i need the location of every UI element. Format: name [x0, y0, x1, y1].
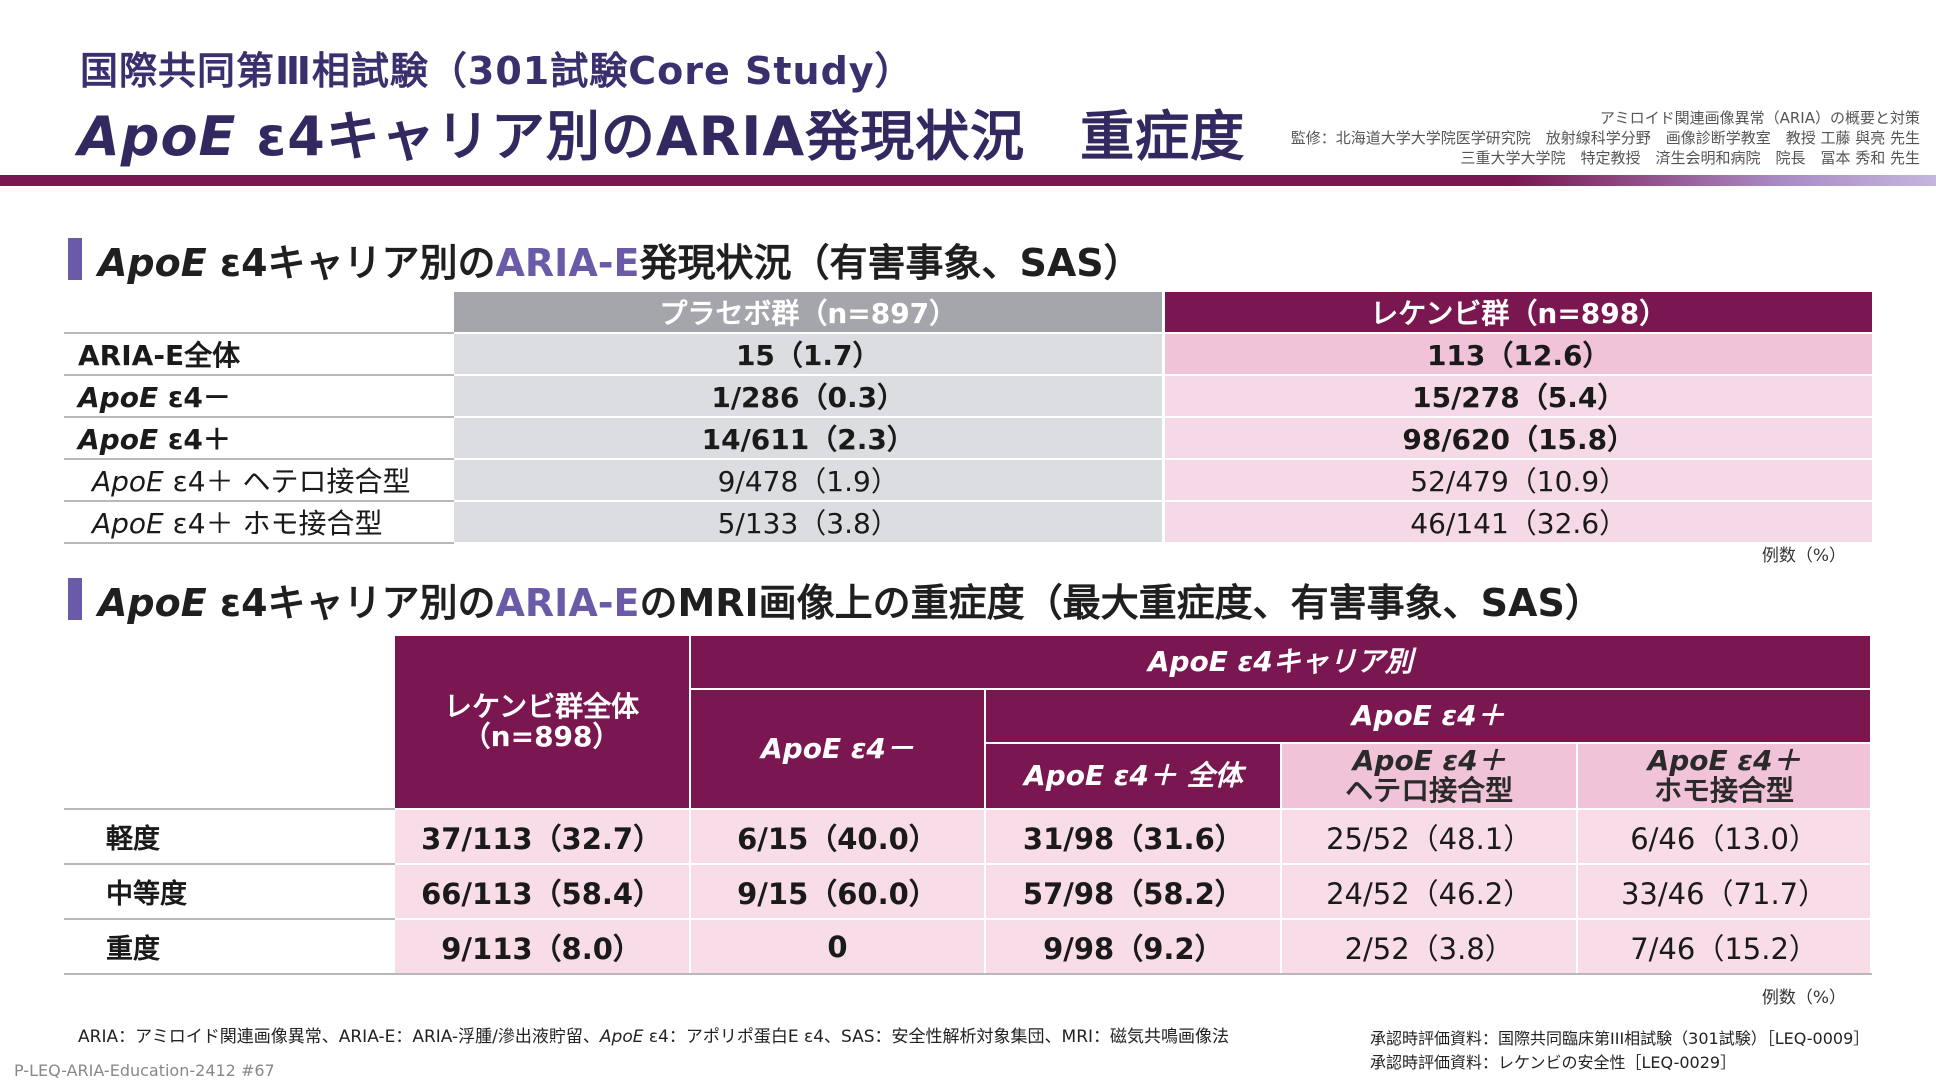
- table-row: 中等度 66/113（58.4） 9/15（60.0） 57/98（58.2） …: [64, 864, 1872, 920]
- pos-all-cell: 9/98（9.2）: [984, 919, 1283, 975]
- row-label: 重度: [64, 919, 395, 975]
- credit-block: アミロイド関連画像異常（ARIA）の概要と対策 監修：北海道大学大学院医学研究院…: [1291, 108, 1920, 168]
- section1-title-end: 発現状況（有害事象、SAS）: [639, 241, 1142, 285]
- table1-note: 例数（%）: [1761, 546, 1846, 566]
- section1-title-italic: ApoE: [98, 241, 207, 285]
- section1-title: ApoE ε4キャリア別のARIA-E発現状況（有害事象、SAS）: [68, 232, 1142, 287]
- leqembi-cell: 46/141（32.6）: [1163, 501, 1872, 544]
- placebo-cell: 15（1.7）: [454, 333, 1166, 376]
- header-e4-negative: ApoE ε4－: [688, 688, 987, 810]
- header-placebo: プラセボ群（n=897）: [454, 292, 1166, 334]
- section2-title-end: のMRI画像上の重症度（最大重症度、有害事象、SAS）: [639, 581, 1603, 625]
- aria-e-incidence-table: プラセボ群（n=897） レケンビ群（n=898） ARIA-E全体 15（1.…: [64, 292, 1872, 544]
- section-marker: [68, 578, 82, 620]
- total-cell: 37/113（32.7）: [392, 809, 691, 865]
- placebo-cell: 1/286（0.3）: [454, 375, 1166, 418]
- credit-line: 監修：北海道大学大学院医学研究院 放射線科学分野 画像診断学教室 教授 工藤 與…: [1290, 129, 1920, 147]
- row-label: 軽度: [64, 809, 395, 865]
- header-leqembi: レケンビ群（n=898）: [1163, 292, 1872, 334]
- homo-cell: 7/46（15.2）: [1576, 919, 1872, 975]
- total-cell: 66/113（58.4）: [392, 864, 691, 920]
- section1-title-mid: ε4キャリア別の: [206, 241, 496, 285]
- abbreviations-note: ARIA：アミロイド関連画像異常、ARIA-E：ARIA-浮腫/滲出液貯留、Ap…: [78, 1027, 1230, 1047]
- row-label: 中等度: [64, 864, 395, 920]
- header-e4-positive-all: ApoE ε4＋ 全体: [984, 742, 1283, 810]
- hetero-cell: 24/52（46.2）: [1280, 864, 1579, 920]
- leqembi-cell: 113（12.6）: [1163, 333, 1872, 376]
- table-header-row: ApoE ε4－ ApoE ε4＋: [64, 688, 1872, 810]
- references: 承認時評価資料：国際共同臨床第III相試験（301試験）［LEQ-0009］ 承…: [1370, 1027, 1869, 1075]
- table-row: ApoE ε4＋ 14/611（2.3） 98/620（15.8）: [64, 417, 1872, 460]
- header-e4-hetero: ApoE ε4＋ ヘテロ接合型: [1280, 742, 1579, 810]
- header-leqembi-total: レケンビ群全体 （n=898）: [392, 634, 691, 810]
- document-code: P-LEQ-ARIA-Education-2412 #67: [14, 1061, 275, 1080]
- table-row: ApoE ε4－ 1/286（0.3） 15/278（5.4）: [64, 375, 1872, 418]
- pos-all-cell: 57/98（58.2）: [984, 864, 1283, 920]
- pos-all-cell: 31/98（31.6）: [984, 809, 1283, 865]
- section2-title-mid: ε4キャリア別の: [206, 581, 496, 625]
- title-rest: ε4キャリア別のARIA発現状況 重症度: [236, 105, 1246, 168]
- section2-title: ApoE ε4キャリア別のARIA-EのMRI画像上の重症度（最大重症度、有害事…: [68, 572, 1603, 627]
- slide-supertitle: 国際共同第Ⅲ相試験（301試験Core Study）: [80, 49, 914, 93]
- table-header-row: ApoE ε4＋ 全体 ApoE ε4＋ ヘテロ接合型 ApoE ε4＋ ホモ接合型: [64, 742, 1872, 810]
- table-row: 重度 9/113（8.0） 0 9/98（9.2） 2/52（3.8） 7/46…: [64, 919, 1872, 975]
- title-italic: ApoE: [78, 105, 237, 168]
- homo-cell: 6/46（13.0）: [1576, 809, 1872, 865]
- table-row: ApoE ε4＋ ヘテロ接合型 9/478（1.9） 52/479（10.9）: [64, 459, 1872, 502]
- row-label: ApoE ε4－: [64, 375, 454, 418]
- header-blank-cell: [64, 292, 454, 334]
- neg-cell: 9/15（60.0）: [688, 864, 987, 920]
- row-label: ApoE ε4＋ ホモ接合型: [64, 501, 454, 544]
- neg-cell: 0: [688, 919, 987, 975]
- placebo-cell: 9/478（1.9）: [454, 459, 1166, 502]
- table-header-row: プラセボ群（n=897） レケンビ群（n=898）: [64, 292, 1872, 334]
- header-e4-homo: ApoE ε4＋ ホモ接合型: [1576, 742, 1872, 810]
- total-cell: 9/113（8.0）: [392, 919, 691, 975]
- section-marker: [68, 238, 82, 280]
- placebo-cell: 5/133（3.8）: [454, 501, 1166, 544]
- hetero-cell: 25/52（48.1）: [1280, 809, 1579, 865]
- slide-title: ApoE ε4キャリア別のARIA発現状況 重症度: [78, 92, 1245, 171]
- hetero-cell: 2/52（3.8）: [1280, 919, 1579, 975]
- row-label: ARIA-E全体: [64, 333, 454, 376]
- aria-e-severity-table: レケンビ群全体 （n=898） ApoE ε4キャリア別 ApoE ε4－ Apo…: [64, 634, 1873, 975]
- neg-cell: 6/15（40.0）: [688, 809, 987, 865]
- header-e4-positive: ApoE ε4＋: [984, 688, 1872, 744]
- section1-title-highlight: ARIA-E: [495, 241, 640, 285]
- reference-line: 承認時評価資料：レケンビの安全性［LEQ-0029］: [1370, 1053, 1737, 1072]
- header-divider-bar: [0, 175, 1936, 186]
- section2-title-highlight: ARIA-E: [495, 581, 640, 625]
- table-header-row: レケンビ群全体 （n=898） ApoE ε4キャリア別: [64, 634, 1873, 810]
- section2-title-italic: ApoE: [98, 581, 207, 625]
- leqembi-cell: 52/479（10.9）: [1163, 459, 1872, 502]
- credit-line: 三重大学大学院 特定教授 済生会明和病院 院長 冨本 秀和 先生: [1460, 149, 1920, 167]
- table-row: ApoE ε4＋ ホモ接合型 5/133（3.8） 46/141（32.6）: [64, 501, 1872, 544]
- leqembi-cell: 15/278（5.4）: [1163, 375, 1872, 418]
- header-blank-cell: [64, 635, 394, 810]
- table2-note: 例数（%）: [1761, 988, 1846, 1008]
- leqembi-cell: 98/620（15.8）: [1163, 417, 1872, 460]
- homo-cell: 33/46（71.7）: [1576, 864, 1872, 920]
- placebo-cell: 14/611（2.3）: [454, 417, 1166, 460]
- table-row: ARIA-E全体 15（1.7） 113（12.6）: [64, 333, 1872, 376]
- reference-line: 承認時評価資料：国際共同臨床第III相試験（301試験）［LEQ-0009］: [1370, 1029, 1870, 1048]
- credit-line: アミロイド関連画像異常（ARIA）の概要と対策: [1599, 109, 1920, 127]
- table-row: 軽度 37/113（32.7） 6/15（40.0） 31/98（31.6） 2…: [64, 809, 1872, 865]
- row-label: ApoE ε4＋ ヘテロ接合型: [64, 459, 454, 502]
- row-label: ApoE ε4＋: [64, 417, 454, 460]
- header-carrier: ApoE ε4キャリア別: [688, 634, 1873, 690]
